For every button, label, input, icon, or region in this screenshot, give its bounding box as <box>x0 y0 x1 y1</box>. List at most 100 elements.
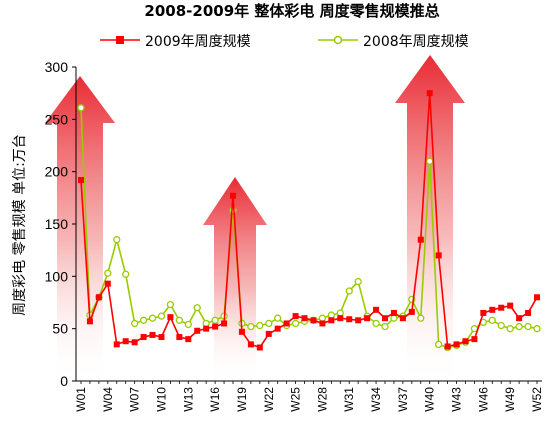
series-line-2009 <box>80 92 538 349</box>
point-2009 <box>355 317 362 324</box>
x-tick-label: W16 <box>208 387 222 412</box>
point-2008 <box>354 277 362 286</box>
highlight-arrows <box>45 55 465 381</box>
point-2009 <box>212 323 219 330</box>
point-2009 <box>435 252 442 259</box>
point-2009 <box>247 341 254 348</box>
point-2008 <box>166 300 175 309</box>
point-2008 <box>434 340 443 349</box>
point-2009 <box>265 330 272 337</box>
x-tick-label: W07 <box>128 387 142 412</box>
y-tick-label: 100 <box>45 268 69 284</box>
point-2009 <box>534 294 540 301</box>
point-2009 <box>238 328 245 335</box>
y-tick-label: 150 <box>45 216 69 232</box>
x-tick-label: W46 <box>476 387 490 412</box>
point-2008 <box>327 311 336 319</box>
point-2009 <box>516 315 523 322</box>
point-2008 <box>524 322 532 331</box>
point-2008 <box>229 206 237 215</box>
point-2008 <box>265 319 273 328</box>
point-2008 <box>345 287 353 295</box>
point-2008 <box>247 322 255 331</box>
point-2008 <box>256 321 264 330</box>
legend: 2009年周度规模 2008年周度规模 <box>100 34 469 50</box>
y-tick-label: 200 <box>45 164 69 180</box>
point-2009 <box>203 325 210 332</box>
series-line-2008 <box>80 107 538 349</box>
point-2009 <box>158 334 165 341</box>
point-2009 <box>230 192 236 199</box>
y-tick-label: 250 <box>45 111 69 127</box>
point-2009 <box>185 336 192 343</box>
point-2008 <box>139 316 148 324</box>
legend-marker-2009 <box>116 36 124 44</box>
point-2008 <box>426 157 434 165</box>
point-2008 <box>193 304 201 312</box>
point-2009 <box>194 327 201 334</box>
point-2008 <box>417 314 425 322</box>
point-2009 <box>444 343 451 350</box>
point-2008 <box>77 104 85 112</box>
point-2008 <box>515 322 523 331</box>
plot-area: 0 50 100 150 200 250 300 W01 W04 W07 W10 W13 W16 W19 W… <box>45 59 544 412</box>
chart-title: 2008-2009年 整体彩电 周度零售规模推总 <box>144 2 439 20</box>
point-2009 <box>462 338 469 345</box>
point-2009 <box>113 341 120 348</box>
point-2009 <box>453 341 460 348</box>
point-2008 <box>381 322 389 331</box>
point-2009 <box>221 320 228 327</box>
point-2009 <box>364 315 371 322</box>
point-2008 <box>184 320 192 329</box>
point-2009 <box>417 236 424 243</box>
point-2008 <box>336 309 344 317</box>
y-axis-label: 周度彩电 零售规模 单位:万台 <box>12 134 28 316</box>
point-2009 <box>256 344 263 351</box>
y-tick-label: 50 <box>52 321 68 337</box>
point-2009 <box>480 309 487 316</box>
point-2009 <box>471 336 478 343</box>
point-2009 <box>498 304 505 311</box>
point-2009 <box>328 317 335 324</box>
y-tick-label: 300 <box>45 59 69 75</box>
x-tick-label: W52 <box>530 387 544 412</box>
point-2008 <box>372 319 380 328</box>
point-2008 <box>157 312 166 320</box>
x-tick-label: W19 <box>235 387 249 412</box>
point-2009 <box>310 317 317 324</box>
x-tick-label: W13 <box>181 387 195 412</box>
point-2009 <box>382 315 388 322</box>
point-2009 <box>373 306 380 313</box>
point-2009 <box>149 331 156 338</box>
x-tick-label: W01 <box>74 387 88 412</box>
point-2008 <box>175 316 184 324</box>
point-2009 <box>390 309 397 316</box>
point-2008 <box>211 316 219 324</box>
point-2008 <box>497 321 505 330</box>
point-2009 <box>140 334 147 341</box>
x-tick-label: W28 <box>315 387 329 412</box>
point-2009 <box>283 320 290 327</box>
point-2009 <box>95 294 102 301</box>
point-2008 <box>274 314 282 322</box>
x-tick-label: W43 <box>450 387 464 412</box>
point-2009 <box>346 316 353 323</box>
point-2008 <box>533 325 541 333</box>
legend-label-2009: 2009年周度规模 <box>145 34 251 50</box>
point-2008 <box>390 314 398 322</box>
point-2009 <box>78 177 84 184</box>
point-2008 <box>104 269 112 277</box>
x-tick-label: W22 <box>262 387 276 412</box>
point-2009 <box>86 318 93 325</box>
x-tick-label: W37 <box>396 387 410 412</box>
point-2009 <box>319 320 326 327</box>
point-2008 <box>148 314 157 322</box>
legend-marker-2008 <box>333 35 343 45</box>
point-2009 <box>167 314 174 321</box>
point-2009 <box>104 280 111 287</box>
x-tick-label: W10 <box>154 387 168 412</box>
point-2009 <box>426 90 433 97</box>
x-tick-label: W40 <box>423 387 437 412</box>
point-2009 <box>122 338 129 345</box>
point-2009 <box>176 334 183 341</box>
